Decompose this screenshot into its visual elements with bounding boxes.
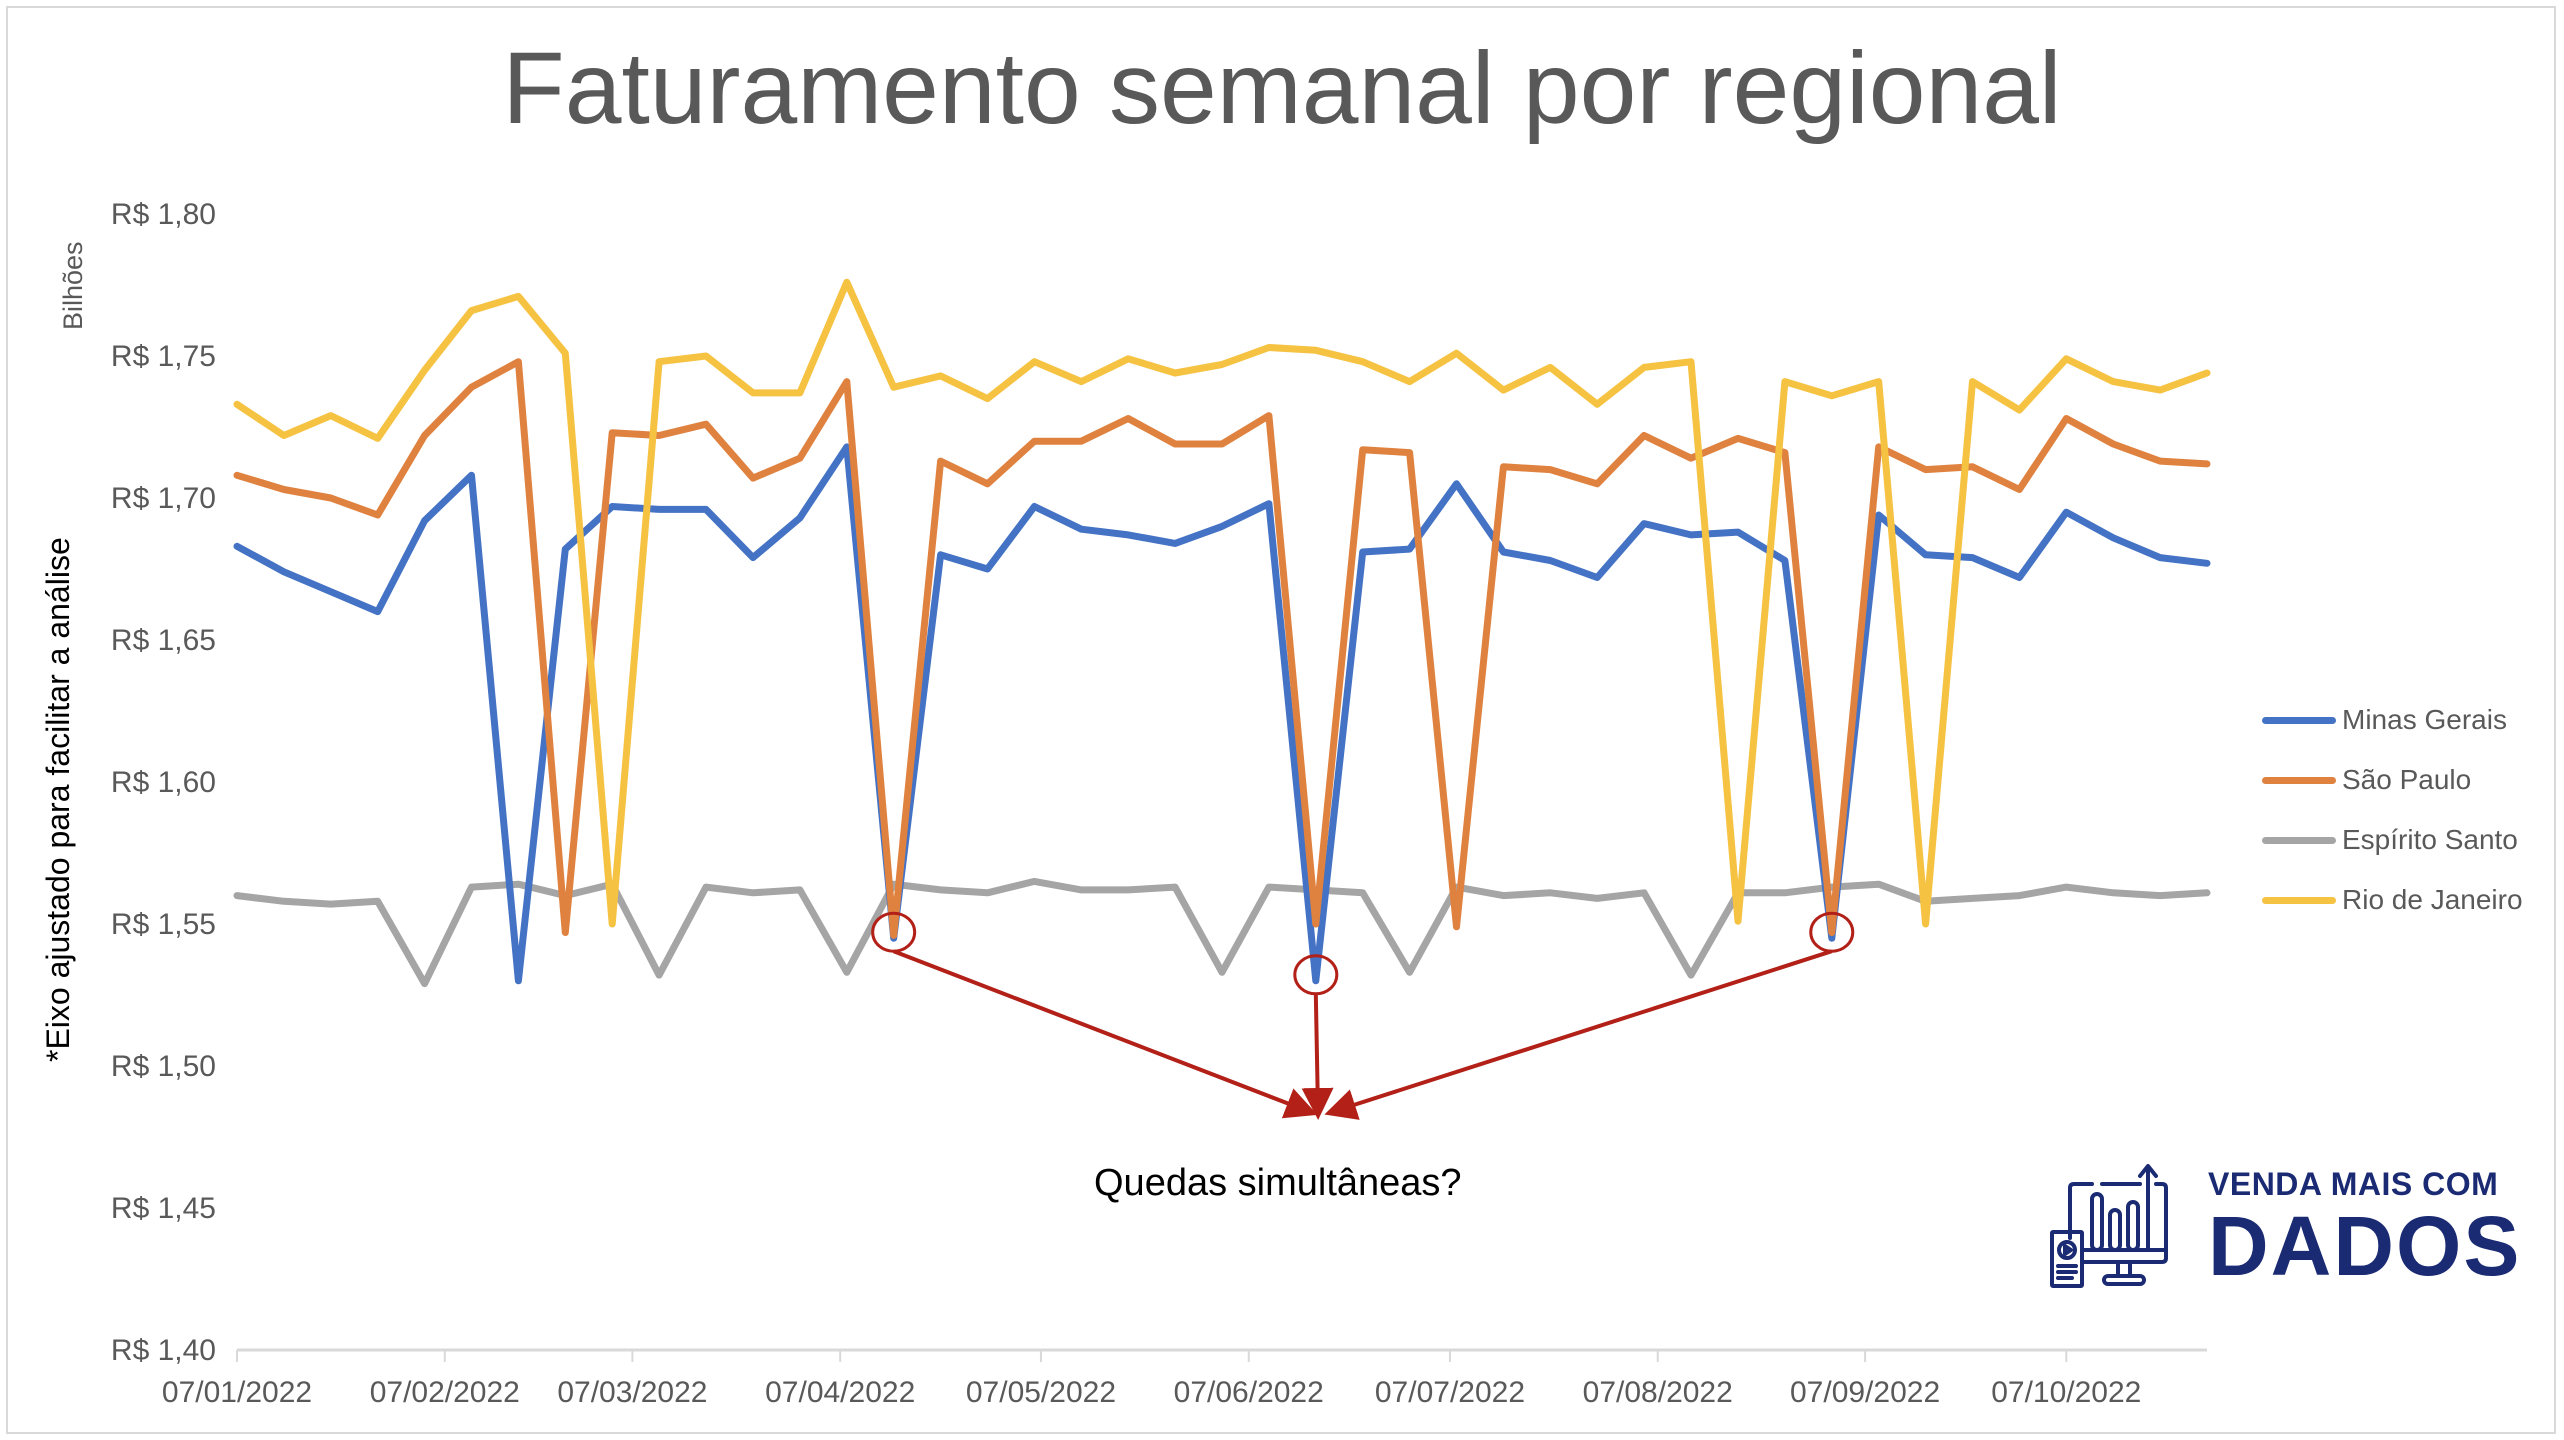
y-tick-label: R$ 1,50: [111, 1050, 216, 1083]
x-tick-label: 07/02/2022: [370, 1376, 520, 1409]
legend-label: Rio de Janeiro: [2342, 884, 2523, 915]
series-line-sao-paulo: [233, 358, 2211, 939]
x-tick-label: 07/03/2022: [557, 1376, 707, 1409]
legend-item-rio-de-janeiro: Rio de Janeiro: [2262, 870, 2523, 930]
annotation-arrow: [892, 949, 1318, 1119]
series-line-espirito-santo: [233, 877, 2211, 988]
series-line-rio-de-janeiro: [233, 278, 2211, 928]
x-tick-label: 07/09/2022: [1790, 1376, 1940, 1409]
y-tick-label: R$ 1,75: [111, 340, 216, 373]
y-tick-label: R$ 1,70: [111, 482, 216, 515]
x-tick-label: 07/08/2022: [1583, 1376, 1733, 1409]
y-tick-label: R$ 1,65: [111, 624, 216, 657]
y-tick-label: R$ 1,55: [111, 908, 216, 941]
y-tick-label: R$ 1,80: [111, 198, 216, 231]
legend-item-sao-paulo: São Paulo: [2262, 750, 2523, 810]
x-tick-label: 07/10/2022: [1991, 1376, 2141, 1409]
y-axis-ticks: R$ 1,80 R$ 1,75 R$ 1,70 R$ 1,65 R$ 1,60 R$ 1,…: [111, 198, 216, 1367]
annotation-text: Quedas simultâneas?: [1094, 1162, 1462, 1204]
legend: Minas Gerais São Paulo Espírito Santo Ri…: [2262, 690, 2523, 930]
legend-label: Espírito Santo: [2342, 824, 2518, 855]
series-line-minas-gerais: [233, 443, 2211, 985]
chart-frame: [6, 6, 2556, 1434]
brand-wordmark: VENDA MAIS COM DADOS: [2208, 1168, 2521, 1288]
brand-line1: VENDA MAIS COM: [2208, 1166, 2499, 1202]
y-tick-label: R$ 1,45: [111, 1192, 216, 1225]
y-tick-label: R$ 1,60: [111, 766, 216, 799]
x-tick-label: 07/04/2022: [765, 1376, 915, 1409]
x-tick-label: 07/06/2022: [1174, 1376, 1324, 1409]
brand-line2: DADOS: [2208, 1199, 2522, 1293]
series-lines: [233, 278, 2211, 988]
chart-title: Faturamento semanal por regional: [502, 31, 2062, 145]
x-tick-label: 07/01/2022: [162, 1376, 312, 1409]
legend-item-minas-gerais: Minas Gerais: [2262, 690, 2523, 750]
annotation-arrow: [1324, 949, 1833, 1120]
legend-swatch-espirito-santo: [2262, 836, 2336, 844]
legend-swatch-minas-gerais: [2262, 716, 2336, 724]
legend-label: Minas Gerais: [2342, 704, 2507, 735]
legend-swatch-sao-paulo: [2262, 776, 2336, 784]
brand-logo: VENDA MAIS COM DADOS: [2040, 1158, 2521, 1298]
legend-label: São Paulo: [2342, 764, 2472, 795]
legend-item-espirito-santo: Espírito Santo: [2262, 810, 2523, 870]
x-axis: 07/01/2022 07/02/2022 07/03/2022 07/04/2022…: [162, 1348, 2207, 1409]
annotation-arrows: [871, 911, 1855, 1120]
y-tick-label: R$ 1,40: [111, 1334, 216, 1367]
analytics-monitor-icon: [2050, 1164, 2168, 1288]
annotation-arrow: [1301, 993, 1334, 1120]
x-tick-label: 07/05/2022: [966, 1376, 1116, 1409]
legend-swatch-rio-de-janeiro: [2262, 896, 2336, 904]
x-tick-label: 07/07/2022: [1375, 1376, 1525, 1409]
